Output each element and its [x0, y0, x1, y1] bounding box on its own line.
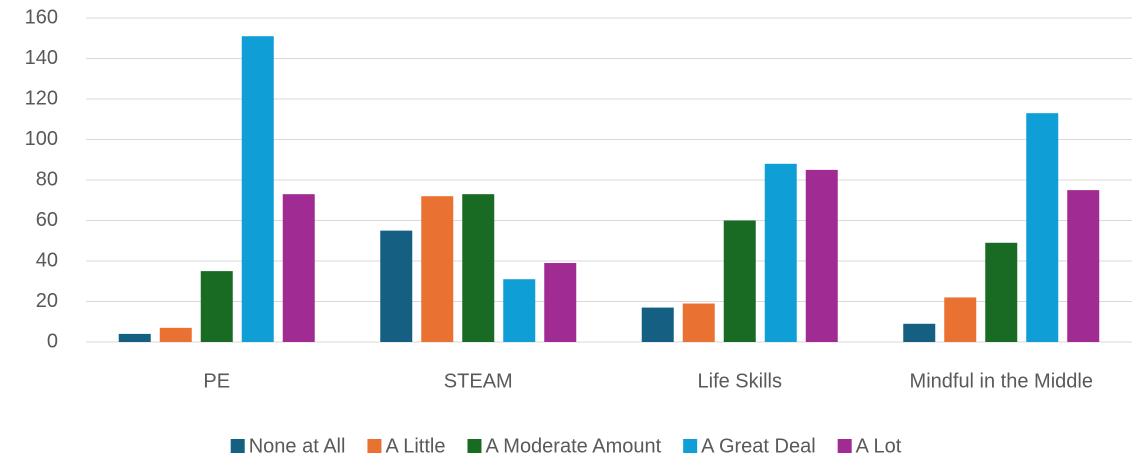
bar [805, 169, 838, 342]
bar [118, 333, 151, 342]
bar [944, 297, 977, 342]
bar [723, 220, 756, 342]
x-tick-label: Mindful in the Middle [910, 370, 1093, 392]
legend-label: A Little [385, 435, 445, 457]
y-tick-label: 140 [25, 47, 58, 69]
legend-label: A Great Deal [701, 435, 816, 457]
y-tick-label: 0 [47, 330, 58, 352]
bar [421, 196, 454, 342]
legend-label: A Moderate Amount [485, 435, 661, 457]
bar [764, 163, 797, 342]
x-tick-label: STEAM [444, 370, 513, 392]
bar [544, 263, 577, 342]
legend-swatch [367, 439, 382, 453]
bar [159, 327, 192, 342]
bar [985, 242, 1018, 342]
y-tick-label: 100 [25, 128, 58, 150]
bar [282, 194, 315, 342]
legend-swatch [683, 439, 698, 453]
y-tick-label: 80 [36, 168, 58, 190]
bar [641, 307, 674, 342]
y-tick-label: 60 [36, 209, 58, 231]
bar [1067, 190, 1100, 342]
bar [241, 36, 274, 342]
bar [380, 230, 413, 342]
bar [1026, 113, 1059, 342]
legend-label: None at All [249, 435, 346, 457]
bar [462, 194, 495, 342]
y-tick-label: 120 [25, 87, 58, 109]
y-tick-label: 20 [36, 290, 58, 312]
legend-label: A Lot [856, 435, 902, 457]
y-tick-label: 160 [25, 6, 58, 28]
x-tick-label: PE [203, 370, 230, 392]
legend-swatch [467, 439, 482, 453]
bar [200, 271, 233, 342]
bar [503, 279, 536, 342]
x-tick-label: Life Skills [698, 370, 782, 392]
y-tick-label: 40 [36, 249, 58, 271]
legend-swatch [230, 439, 245, 453]
legend-swatch [837, 439, 852, 453]
bar [903, 323, 936, 342]
bar [682, 303, 715, 342]
